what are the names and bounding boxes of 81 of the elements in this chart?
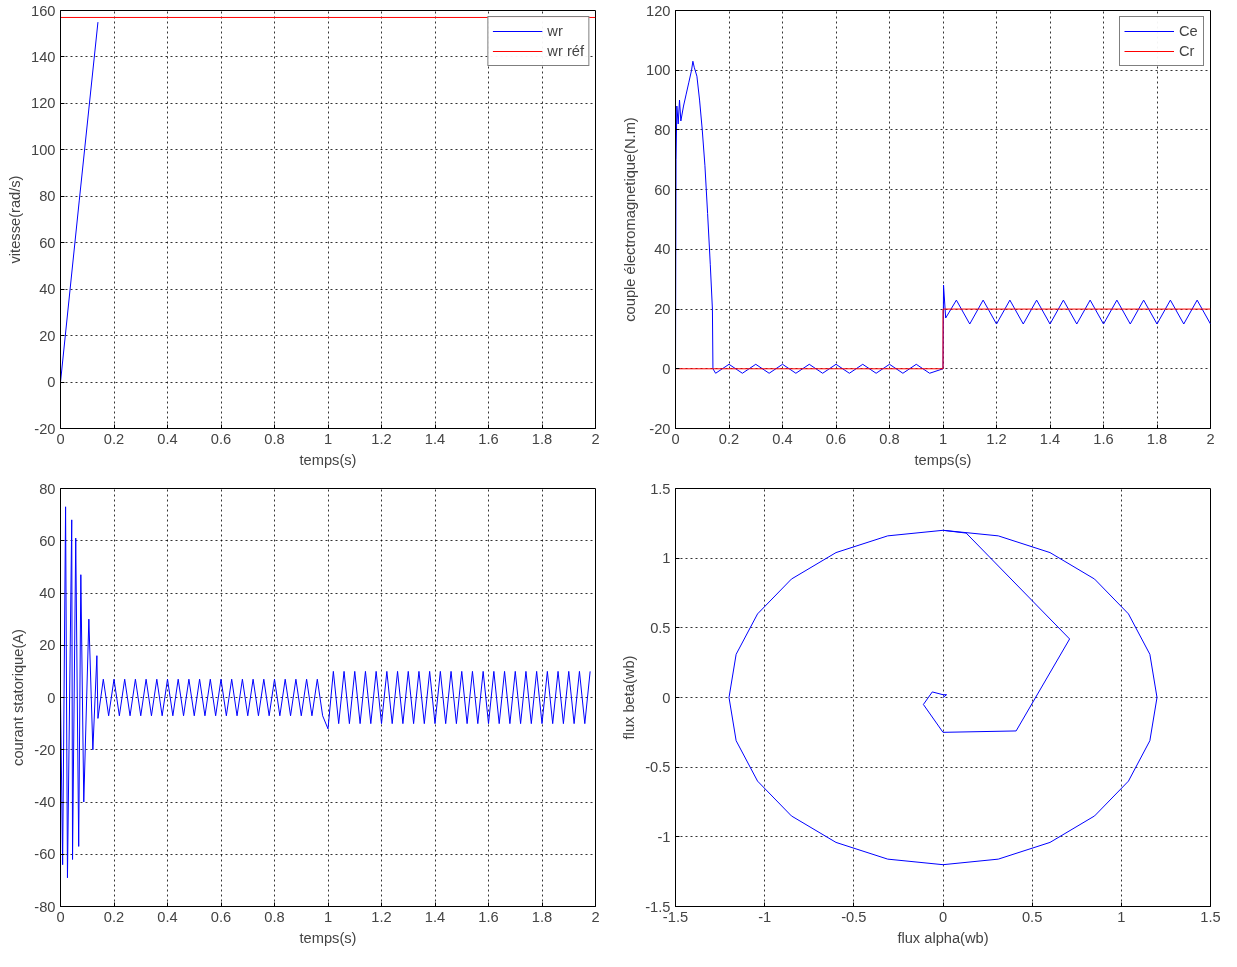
x-tick-label: 0.2 bbox=[718, 430, 740, 447]
x-tick-label: 1.5 bbox=[1200, 908, 1221, 925]
y-tick-label: 140 bbox=[31, 48, 56, 65]
x-tick-label: 2 bbox=[1206, 430, 1215, 447]
x-tick-label: 0.2 bbox=[103, 430, 125, 447]
x-tick-label: 1.2 bbox=[986, 430, 1007, 447]
legend-label: Cr bbox=[1179, 43, 1196, 59]
y-tick-label: 0.5 bbox=[650, 619, 671, 636]
x-axis-title: flux alpha(wb) bbox=[897, 929, 989, 946]
y-tick-label: 1 bbox=[662, 550, 671, 567]
x-tick-label: 0.8 bbox=[264, 430, 285, 447]
y-tick-label: 80 bbox=[39, 188, 56, 205]
y-tick-label: 0 bbox=[662, 360, 671, 377]
y-tick-label: 80 bbox=[654, 121, 671, 138]
y-tick-label: 120 bbox=[646, 2, 671, 19]
y-axis-title: vitesse(rad/s) bbox=[7, 175, 24, 264]
x-tick-label: 0.5 bbox=[1021, 908, 1043, 925]
y-tick-label: 120 bbox=[31, 95, 56, 112]
x-tick-label: 0 bbox=[938, 908, 948, 925]
x-tick-label: 2 bbox=[591, 908, 600, 925]
y-tick-label: 80 bbox=[39, 480, 56, 497]
y-tick-label: -40 bbox=[34, 794, 56, 810]
x-tick-label: 0.6 bbox=[210, 908, 232, 925]
x-tick-label: 0.8 bbox=[264, 908, 285, 925]
x-axis-title: temps(s) bbox=[914, 451, 972, 468]
x-tick-label: 1.6 bbox=[478, 430, 499, 447]
y-tick-label: 0 bbox=[662, 689, 671, 706]
y-tick-label: 0 bbox=[47, 689, 56, 706]
x-tick-label: 1.8 bbox=[531, 430, 553, 447]
y-tick-label: 60 bbox=[39, 532, 56, 549]
x-tick-label: 2 bbox=[591, 430, 600, 447]
y-tick-label: 60 bbox=[654, 181, 671, 198]
x-tick-label: 1.8 bbox=[1146, 430, 1168, 447]
y-tick-label: -20 bbox=[649, 420, 671, 437]
y-tick-label: 100 bbox=[646, 62, 671, 79]
y-tick-label: -60 bbox=[34, 846, 56, 863]
y-tick-label: 20 bbox=[39, 327, 56, 344]
x-tick-label: 0.6 bbox=[210, 430, 232, 447]
y-axis-title: courant statorique(A) bbox=[10, 629, 27, 766]
y-tick-label: -80 bbox=[34, 898, 56, 915]
y-tick-label: 20 bbox=[654, 301, 671, 318]
legend-label: wr bbox=[547, 23, 564, 39]
y-tick-label: -20 bbox=[34, 741, 56, 758]
x-tick-label: 1 bbox=[1117, 908, 1126, 925]
x-tick-label: 1 bbox=[938, 430, 948, 447]
y-tick-label: 40 bbox=[39, 585, 56, 601]
x-tick-label: 0.6 bbox=[825, 430, 847, 447]
y-tick-label: -1 bbox=[657, 828, 671, 845]
legend-label: Ce bbox=[1179, 23, 1199, 39]
x-tick-label: 1 bbox=[323, 908, 333, 925]
x-tick-label: 0.4 bbox=[157, 908, 178, 925]
y-tick-label: 0 bbox=[47, 374, 56, 391]
y-tick-label: 1.5 bbox=[650, 480, 671, 497]
x-tick-label: 1 bbox=[323, 430, 333, 447]
x-tick-label: -1 bbox=[758, 908, 772, 925]
x-tick-label: 1.2 bbox=[371, 908, 392, 925]
legend-label: wr réf bbox=[547, 43, 584, 59]
y-tick-label: 40 bbox=[39, 281, 56, 298]
x-tick-label: 1.6 bbox=[1093, 430, 1114, 447]
x-tick-label: 0.8 bbox=[879, 430, 900, 447]
x-tick-label: 1.4 bbox=[1039, 430, 1061, 447]
x-tick-label: 1.4 bbox=[424, 908, 446, 925]
x-tick-label: -0.5 bbox=[841, 908, 867, 925]
y-axis-title: flux beta(wb) bbox=[621, 655, 638, 740]
x-tick-label: 0.4 bbox=[772, 430, 793, 447]
x-tick-label: 1.6 bbox=[478, 908, 499, 925]
y-tick-label: 160 bbox=[31, 2, 56, 19]
x-tick-label: 1.4 bbox=[424, 430, 446, 447]
y-tick-label: -20 bbox=[34, 420, 56, 437]
y-tick-label: 40 bbox=[654, 241, 671, 258]
x-tick-label: 0.2 bbox=[103, 908, 125, 925]
x-tick-label: 1.2 bbox=[371, 430, 392, 447]
y-tick-label: 20 bbox=[39, 637, 56, 654]
x-axis-title: temps(s) bbox=[299, 929, 357, 946]
y-tick-label: 60 bbox=[39, 234, 56, 251]
y-tick-label: 100 bbox=[31, 141, 56, 158]
y-axis-title: couple électromagnetique(N.m) bbox=[622, 117, 639, 322]
y-tick-label: -0.5 bbox=[645, 759, 671, 776]
x-axis-title: temps(s) bbox=[299, 451, 357, 468]
x-tick-label: 0.4 bbox=[157, 430, 178, 447]
x-tick-label: 1.8 bbox=[531, 908, 553, 925]
